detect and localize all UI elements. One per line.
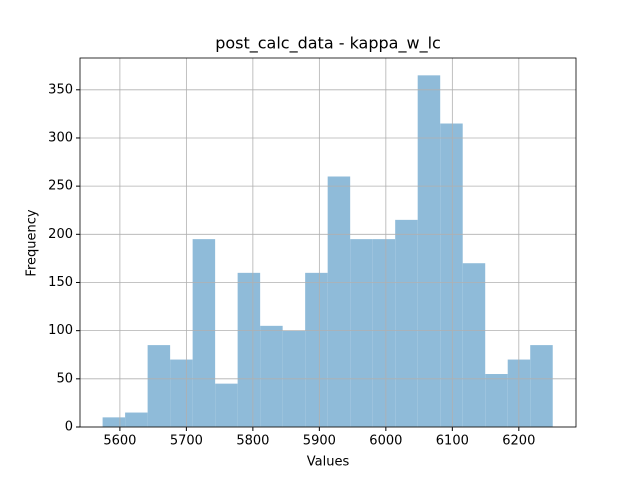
x-tick-label: 6000 <box>369 434 402 449</box>
y-axis-label: Frequency <box>25 209 40 276</box>
y-tick-label: 350 <box>48 82 73 97</box>
x-axis-label: Values <box>307 455 350 470</box>
bar <box>440 123 463 428</box>
x-tick-label: 5700 <box>170 434 203 449</box>
y-tick-label: 50 <box>56 371 73 386</box>
y-tick-label: 0 <box>65 420 73 435</box>
bar <box>462 263 486 427</box>
bar <box>485 374 508 427</box>
plot-frame <box>79 57 577 428</box>
y-tick-label: 300 <box>48 130 73 145</box>
y-tick-label: 250 <box>48 179 73 194</box>
bar <box>372 239 396 427</box>
chart-title: post_calc_data - kappa_w_lc <box>215 34 441 54</box>
bar <box>417 75 441 427</box>
bar <box>125 412 148 427</box>
y-tick-label: 150 <box>48 275 73 290</box>
x-tick-label: 6200 <box>502 434 535 449</box>
x-tick-label: 5900 <box>303 434 336 449</box>
bar <box>215 383 238 427</box>
bar <box>260 325 283 427</box>
y-tick-label: 100 <box>48 323 73 338</box>
bar <box>237 272 261 427</box>
bar <box>530 345 553 427</box>
bar <box>327 176 351 427</box>
bar <box>170 359 193 427</box>
bar <box>350 239 373 427</box>
x-tick-label: 6100 <box>436 434 469 449</box>
x-tick-label: 5800 <box>236 434 269 449</box>
bar <box>192 239 216 427</box>
bar <box>395 219 418 427</box>
bar <box>102 417 126 427</box>
x-tick-label: 5600 <box>103 434 136 449</box>
y-tick-label: 200 <box>48 227 73 242</box>
bar <box>305 272 328 427</box>
bar <box>147 345 171 427</box>
